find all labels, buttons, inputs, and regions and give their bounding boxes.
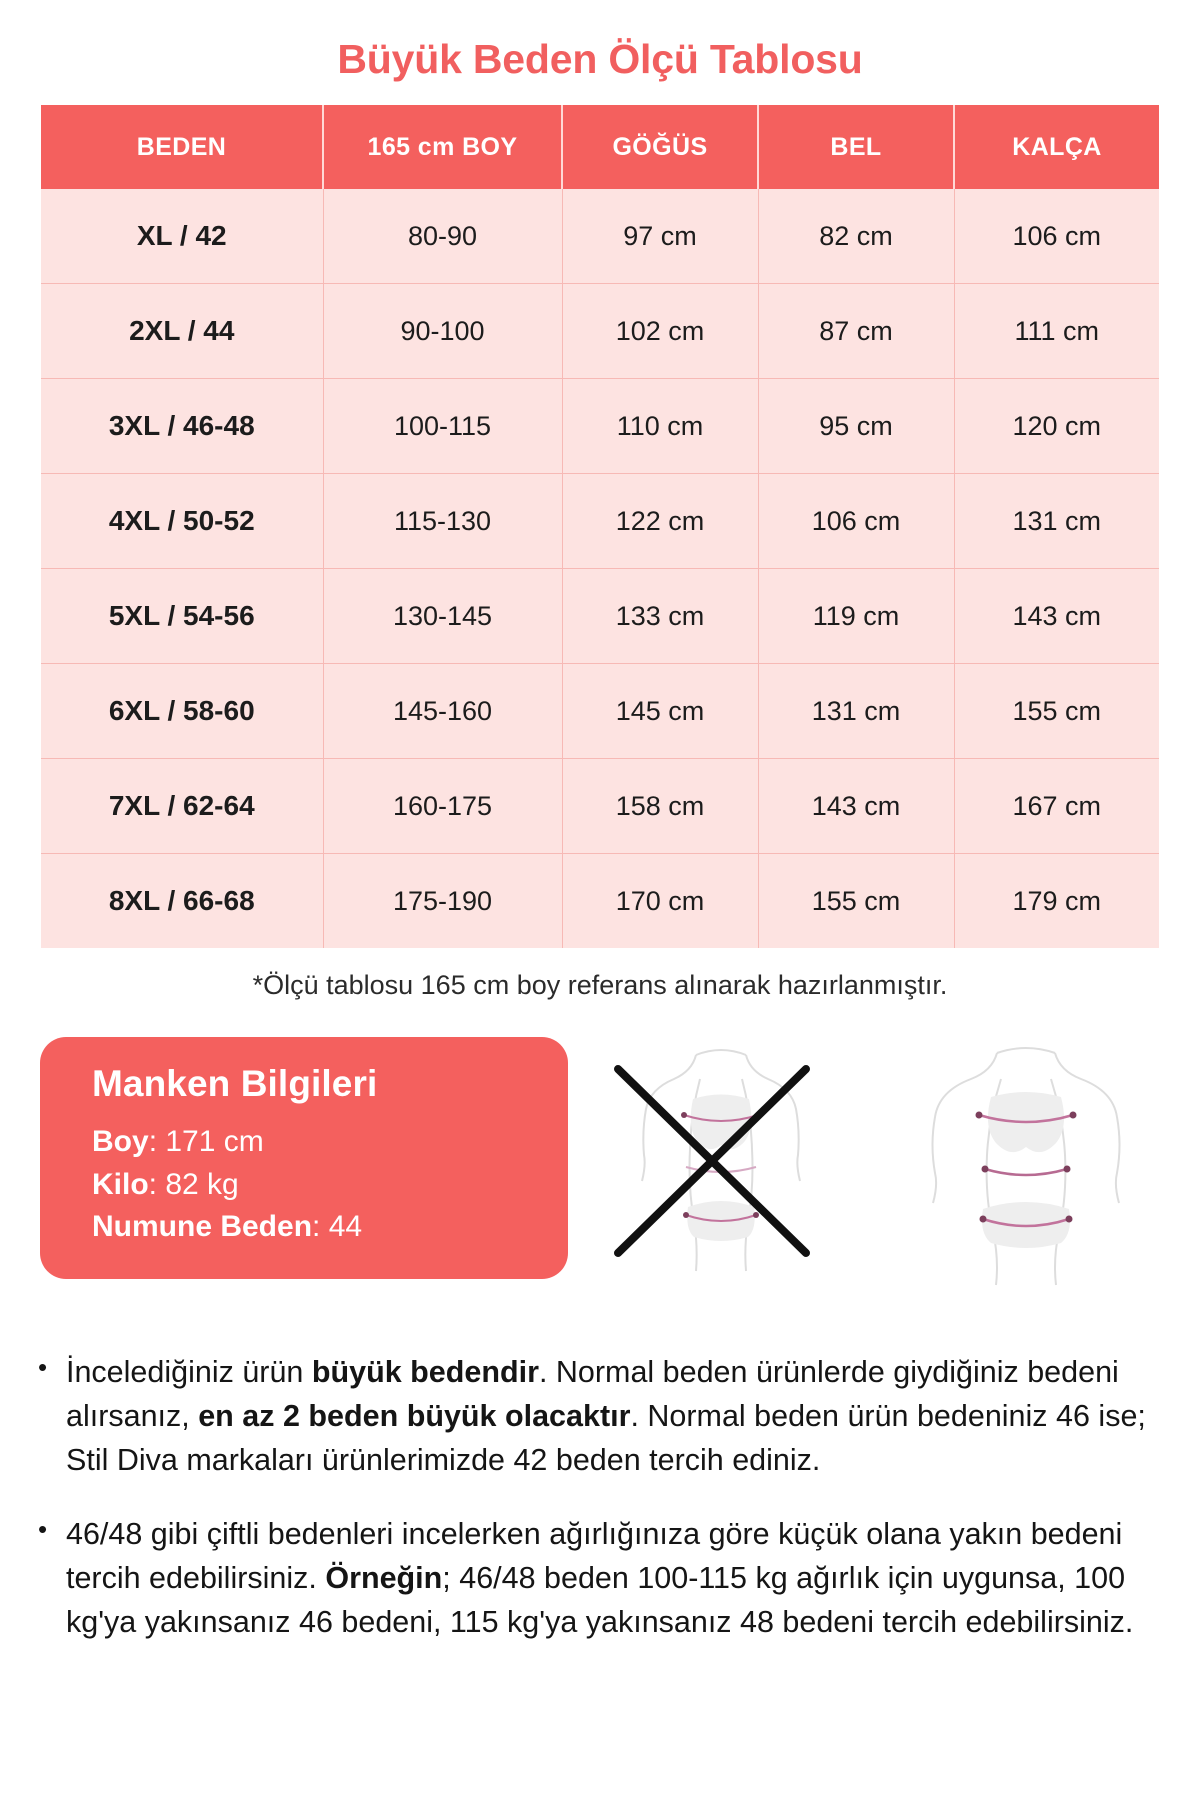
table-footnote: *Ölçü tablosu 165 cm boy referans alınar… xyxy=(252,970,948,1000)
size-label-cell: 4XL / 50-52 xyxy=(41,473,324,569)
model-weight-value: 82 kg xyxy=(165,1167,239,1201)
measurement-cell: 133 cm xyxy=(562,568,759,664)
note-text-run: ; 46/48 beden 100-115 kg ağırlık için uy… xyxy=(66,1560,1134,1639)
note-text-run: büyük bedendir xyxy=(311,1355,539,1389)
sizing-note-1: İncelediğiniz ürün büyük bedendir. Norma… xyxy=(38,1349,1164,1483)
table-row: 6XL / 58-60 145-160 145 cm 131 cm 155 cm xyxy=(41,663,1159,759)
measurement-cell: 130-145 xyxy=(323,568,563,664)
table-row: 2XL / 44 90-100 102 cm 87 cm 111 cm xyxy=(41,283,1159,379)
measurement-cell: 102 cm xyxy=(562,283,759,379)
measurement-cell: 158 cm xyxy=(562,758,759,854)
model-sample-size-row: Numune Beden: 44 xyxy=(92,1206,568,1249)
model-weight-colon: : xyxy=(148,1167,166,1201)
measurement-cell: 170 cm xyxy=(562,853,759,948)
measurement-cell: 155 cm xyxy=(758,853,955,948)
measurement-cell: 160-175 xyxy=(323,758,563,854)
size-label-cell: 2XL / 44 xyxy=(41,283,324,379)
measurement-cell: 90-100 xyxy=(323,283,563,379)
measurement-cell: 87 cm xyxy=(758,283,955,379)
measurement-cell: 82 cm xyxy=(758,189,955,284)
measurement-cell: 175-190 xyxy=(323,853,563,948)
measurement-cell: 80-90 xyxy=(323,189,563,284)
sizing-note-2: 46/48 gibi çiftli bedenleri incelerken a… xyxy=(38,1511,1164,1645)
plus-size-body-figure xyxy=(901,1041,1151,1321)
size-chart-table: BEDEN 165 cm BOY GÖĞÜS BEL KALÇA XL / 42 80-9… xyxy=(41,105,1159,948)
measurement-cell: 122 cm xyxy=(562,473,759,569)
measurement-cell: 167 cm xyxy=(954,758,1159,854)
note-text-run: . Normal beden ürün bedeniniz 46 ise; St… xyxy=(66,1398,1146,1477)
column-header-3: BEL xyxy=(758,105,955,189)
model-sample-size-label: Numune Beden xyxy=(92,1210,313,1244)
model-info-card: Manken Bilgileri Boy: 171 cm Kilo: 82 kg… xyxy=(40,1037,568,1279)
table-header-row: BEDEN 165 cm BOY GÖĞÜS BEL KALÇA xyxy=(41,105,1159,189)
cross-out-mark xyxy=(613,1065,810,1257)
model-sample-size-value: 44 xyxy=(328,1210,363,1244)
model-info-heading: Manken Bilgileri xyxy=(92,1063,378,1104)
model-height-label: Boy xyxy=(92,1125,149,1158)
measurement-cell: 106 cm xyxy=(954,189,1159,284)
measurement-cell: 115-130 xyxy=(323,473,563,569)
table-row: 3XL / 46-48 100-115 110 cm 95 cm 120 cm xyxy=(41,378,1159,474)
plus-size-body-icon xyxy=(931,1047,1120,1286)
measurement-cell: 100-115 xyxy=(323,378,563,474)
measurement-cell: 120 cm xyxy=(954,378,1159,474)
column-header-1: 165 cm BOY xyxy=(323,105,563,189)
slim-body-icon xyxy=(613,1049,810,1272)
measurement-cell: 179 cm xyxy=(954,853,1159,948)
measurement-cell: 155 cm xyxy=(954,663,1159,759)
table-row: XL / 42 80-90 97 cm 82 cm 106 cm xyxy=(41,189,1159,284)
measurement-cell: 110 cm xyxy=(562,378,759,474)
model-height-colon: : xyxy=(148,1125,166,1158)
model-weight-label: Kilo xyxy=(92,1167,149,1201)
model-height-value: 171 cm xyxy=(165,1125,264,1158)
measurement-cell: 95 cm xyxy=(758,378,955,474)
note-text-run: İncelediğiniz ürün xyxy=(66,1355,312,1389)
measurement-cell: 145 cm xyxy=(562,663,759,759)
size-label-cell: 8XL / 66-68 xyxy=(41,853,324,948)
page-title: Büyük Beden Ölçü Tablosu xyxy=(337,36,863,82)
slim-body-figure-crossed-out xyxy=(596,1041,846,1321)
measurement-cell: 143 cm xyxy=(758,758,955,854)
model-weight-row: Kilo: 82 kg xyxy=(92,1164,568,1207)
column-header-4: KALÇA xyxy=(954,105,1159,189)
measurement-cell: 143 cm xyxy=(954,568,1159,664)
column-header-2: GÖĞÜS xyxy=(562,105,759,189)
measurement-cell: 111 cm xyxy=(954,283,1159,379)
measurement-cell: 119 cm xyxy=(758,568,955,664)
body-figures xyxy=(568,1037,1178,1321)
size-label-cell: XL / 42 xyxy=(41,189,324,284)
size-label-cell: 5XL / 54-56 xyxy=(41,568,324,664)
note-text-run: en az 2 beden büyük olacaktır xyxy=(198,1398,631,1433)
sizing-notes-list: İncelediğiniz ürün büyük bedendir. Norma… xyxy=(22,1349,1178,1645)
note-text-run: Örneğin xyxy=(325,1560,443,1595)
table-row: 7XL / 62-64 160-175 158 cm 143 cm 167 cm xyxy=(41,758,1159,854)
size-label-cell: 7XL / 62-64 xyxy=(41,758,324,854)
measurement-cell: 97 cm xyxy=(562,189,759,284)
model-and-figures-section: Manken Bilgileri Boy: 171 cm Kilo: 82 kg… xyxy=(22,1037,1178,1321)
measurement-cell: 131 cm xyxy=(758,663,955,759)
table-row: 5XL / 54-56 130-145 133 cm 119 cm 143 cm xyxy=(41,568,1159,664)
column-header-0: BEDEN xyxy=(41,105,324,189)
size-label-cell: 3XL / 46-48 xyxy=(41,378,324,474)
note-text-run: 46/48 gibi çiftli bedenleri incelerken a… xyxy=(66,1516,1123,1595)
note-text-run: . Normal beden ürünlerde giydiğiniz bede… xyxy=(66,1355,1119,1433)
measurement-cell: 131 cm xyxy=(954,473,1159,569)
model-height-row: Boy: 171 cm xyxy=(92,1121,568,1164)
size-label-cell: 6XL / 58-60 xyxy=(41,663,324,759)
model-sample-size-colon: : xyxy=(312,1210,329,1244)
table-row: 4XL / 50-52 115-130 122 cm 106 cm 131 cm xyxy=(41,473,1159,569)
table-row: 8XL / 66-68 175-190 170 cm 155 cm 179 cm xyxy=(41,853,1159,948)
measurement-cell: 145-160 xyxy=(323,663,563,759)
measurement-cell: 106 cm xyxy=(758,473,955,569)
